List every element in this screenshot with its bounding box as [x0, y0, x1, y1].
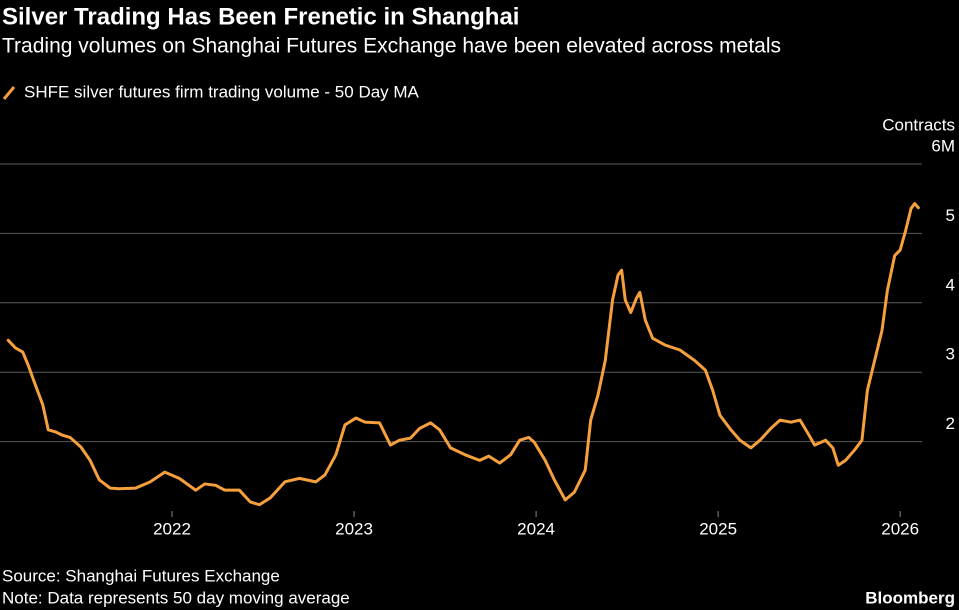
note: Note: Data represents 50 day moving aver…: [2, 588, 350, 607]
brand: Bloomberg: [865, 588, 955, 607]
legend-swatch: [2, 86, 16, 100]
y-tick-label: 3: [946, 345, 955, 364]
x-tick-label: 2023: [335, 519, 373, 538]
legend-label: SHFE silver futures firm trading volume …: [24, 82, 420, 101]
y-tick-label: 5: [946, 206, 955, 225]
x-tick-label: 2025: [699, 519, 737, 538]
y-tick-label: 6M: [931, 136, 955, 155]
x-tick-label: 2022: [153, 519, 191, 538]
source: Source: Shanghai Futures Exchange: [2, 566, 280, 585]
x-tick-label: 2026: [881, 519, 919, 538]
chart-subtitle: Trading volumes on Shanghai Futures Exch…: [2, 35, 781, 58]
y-tick-label: 2: [946, 414, 955, 433]
y-axis-label: Contracts: [882, 115, 955, 134]
chart-title: Silver Trading Has Been Frenetic in Shan…: [2, 3, 519, 30]
data-line: [6, 202, 920, 507]
y-tick-label: 4: [946, 275, 955, 294]
x-tick-label: 2024: [517, 519, 555, 538]
